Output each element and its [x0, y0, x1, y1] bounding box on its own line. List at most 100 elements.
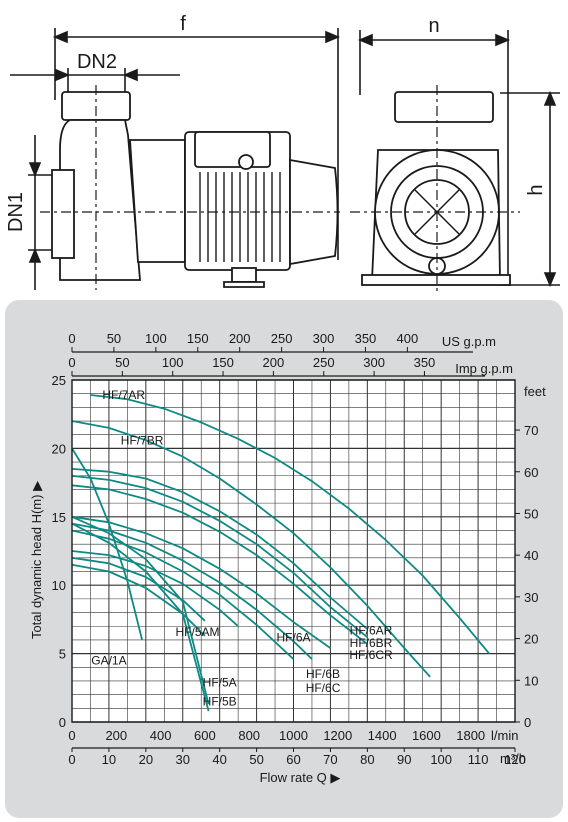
- head-m-tick-label: 20: [52, 441, 66, 456]
- curve-hf-5b: [71, 563, 206, 637]
- curve-hf-6cr: [71, 484, 368, 645]
- n-label: n: [428, 15, 439, 37]
- head-m-tick-label: 5: [59, 647, 66, 662]
- h-label: h: [525, 184, 547, 195]
- imp-gpm-tick-label: 300: [363, 355, 385, 370]
- m3h-tick-label: 0: [68, 752, 75, 767]
- feet-tick-label: 10: [524, 673, 538, 688]
- lmin-tick-label: 1000: [279, 728, 308, 743]
- us-gpm-tick-label: 100: [145, 331, 167, 346]
- curves: [71, 394, 490, 712]
- curve-label-hf-5am: HF/5AM: [176, 625, 220, 639]
- curve-label-hf-6b: HF/6B: [306, 667, 340, 681]
- lmin-tick-label: 1200: [323, 728, 352, 743]
- dn1-arrow-bottom: [28, 247, 42, 263]
- curve-label-ga-1a: GA/1A: [91, 654, 126, 668]
- us-gpm-axis-label: US g.p.m: [442, 334, 496, 349]
- us-gpm-tick-label: 400: [397, 331, 419, 346]
- curve-label-hf-7ar: HF/7AR: [102, 388, 145, 402]
- curve-ga-1a: [71, 447, 143, 641]
- m3h-tick-label: 50: [249, 752, 263, 767]
- f-arrow-right: [325, 30, 341, 44]
- dn2-arrow-right: [122, 68, 138, 82]
- curve-hf-6br: [71, 474, 368, 638]
- us-gpm-tick-label: 300: [313, 331, 335, 346]
- plot-frame: [71, 379, 516, 723]
- imp-gpm-tick-label: 250: [313, 355, 335, 370]
- feet-tick-label: 0: [524, 715, 531, 730]
- m3h-tick-label: 90: [397, 752, 411, 767]
- curve-unlabeled-12: [71, 515, 210, 705]
- lmin-tick-label: 1400: [368, 728, 397, 743]
- us-gpm-tick-label: 0: [68, 331, 75, 346]
- m3h-tick-label: 10: [102, 752, 116, 767]
- feet-tick-label: 20: [524, 632, 538, 647]
- curve-hf-5a: [71, 556, 206, 622]
- head-m-tick-label: 15: [52, 510, 66, 525]
- m3h-tick-label: 80: [360, 752, 374, 767]
- imp-gpm-tick-label: 350: [414, 355, 436, 370]
- curve-hf-6c: [71, 529, 295, 660]
- f-label: f: [180, 13, 186, 35]
- lmin-tick-label: 1600: [412, 728, 441, 743]
- feet-tick-label: 70: [524, 423, 538, 438]
- m3h-tick-label: 120: [504, 752, 526, 767]
- us-gpm-tick-label: 200: [229, 331, 251, 346]
- feet-tick-label: 50: [524, 506, 538, 521]
- head-m-tick-label: 10: [52, 578, 66, 593]
- centerlines-front: [350, 85, 520, 292]
- centerlines-side: [40, 85, 340, 290]
- curve-label-hf-7br: HF/7BR: [121, 433, 164, 447]
- h-arrow-top: [543, 90, 557, 106]
- curve-label-hf-6cr: HF/6CR: [349, 648, 393, 662]
- pump-front-view: [361, 91, 511, 286]
- feet-tick-label: 60: [524, 465, 538, 480]
- lmin-axis-label: l/min: [491, 728, 518, 743]
- head-m-tick-label: 0: [59, 715, 66, 730]
- m3h-tick-label: 100: [430, 752, 452, 767]
- m3h-axis-label: m³/h: [500, 751, 526, 766]
- pump-side-view: [51, 91, 339, 288]
- curve-label-hf-6a: HF/6A: [276, 630, 310, 644]
- curve-label-hf-6c: HF/6C: [306, 681, 341, 695]
- dn2-label: DN2: [77, 51, 117, 73]
- lmin-tick-label: 800: [238, 728, 260, 743]
- lmin-tick-label: 400: [150, 728, 172, 743]
- imp-gpm-tick-label: 200: [263, 355, 285, 370]
- motor-fins: [199, 172, 281, 262]
- imp-gpm-tick-label: 100: [162, 355, 184, 370]
- feet-tick-label: 30: [524, 590, 538, 605]
- imp-gpm-axis-label: Imp g.p.m: [455, 361, 513, 376]
- flow-rate-label: Flow rate Q ▶: [260, 770, 341, 785]
- curve-hf-6b: [71, 522, 313, 660]
- us-gpm-tick-label: 50: [107, 331, 121, 346]
- us-gpm-tick-label: 350: [355, 331, 377, 346]
- dn2-arrow-left: [55, 68, 71, 82]
- curve-unlabeled-13: [71, 522, 210, 712]
- lmin-tick-label: 1800: [456, 728, 485, 743]
- curve-label-hf-5a: HF/5A: [203, 675, 237, 689]
- m3h-tick-label: 20: [139, 752, 153, 767]
- pump-dimension-drawing: f n DN2 DN1 h: [5, 13, 560, 292]
- head-m-tick-label: 25: [52, 373, 66, 388]
- h-arrow-bottom: [543, 272, 557, 288]
- curve-hf-5am: [71, 550, 239, 627]
- imp-gpm-tick-label: 150: [212, 355, 234, 370]
- curve-hf-6ar: [71, 468, 368, 630]
- m3h-tick-label: 30: [176, 752, 190, 767]
- feet-axis-label: feet: [524, 384, 546, 399]
- imp-gpm-tick-label: 0: [68, 355, 75, 370]
- curve-label-hf-6ar: HF/6AR: [350, 623, 393, 637]
- curve-hf-6a: [71, 515, 331, 649]
- m3h-tick-label: 70: [323, 752, 337, 767]
- dn1-label: DN1: [5, 192, 27, 232]
- f-arrow-left: [52, 30, 68, 44]
- head-axis-label: Total dynamic head H(m) ▶: [29, 481, 44, 639]
- lmin-tick-label: 0: [68, 728, 75, 743]
- m3h-tick-label: 40: [212, 752, 226, 767]
- n-arrow-right: [495, 33, 511, 47]
- curve-label-hf-6br: HF/6BR: [350, 636, 393, 650]
